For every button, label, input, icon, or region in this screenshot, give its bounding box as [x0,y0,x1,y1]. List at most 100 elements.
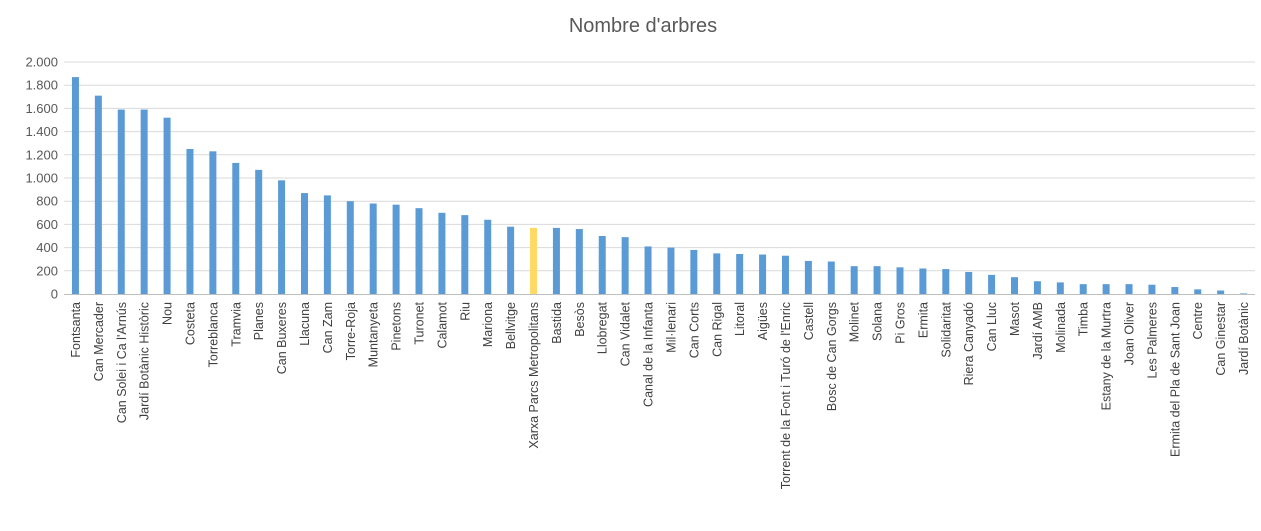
bar [278,180,286,294]
x-tick-label: Can Rigal [710,302,724,357]
x-tick-label: Masot [1008,301,1022,336]
x-tick-label: Llacuna [298,302,312,346]
x-tick-label: Costeta [183,302,197,345]
bar [575,229,583,294]
bar [713,253,721,294]
x-tick-label: Bastida [550,302,564,344]
y-tick-label: 800 [36,194,58,209]
x-tick-label: Joan Oliver [1123,302,1137,365]
y-tick-label: 400 [36,240,58,255]
x-tick-label: Can Vidalet [619,301,633,366]
bar [94,95,102,294]
x-tick-label: Bellvitge [504,302,518,349]
bar [781,255,789,294]
bar [186,149,194,294]
x-tick-label: Muntanyeta [367,302,381,367]
bar [988,274,996,294]
x-tick-label: Torre-Roja [344,302,358,360]
y-tick-label: 1.200 [25,147,58,162]
bar [163,117,171,295]
x-tick-label: Can Solei i Ca l'Arnús [115,302,129,423]
bar [552,227,560,294]
bar [71,77,79,294]
bar [873,266,881,294]
bar [942,269,950,294]
bar [300,193,308,294]
x-tick-label: Timba [1077,302,1091,336]
x-tick-label: Llobregat [596,301,610,354]
bar [736,253,744,294]
bar [323,195,331,294]
bar [346,201,354,294]
x-tick-label: Mil·lenari [664,302,678,353]
bar [140,109,148,294]
bar [1033,281,1041,294]
y-axis-tick-labels: 0 200 400 600 800 1.000 1.200 1.400 1.600 1.800 2.… [25,55,58,302]
x-tick-label: Can Mercader [92,302,106,381]
x-tick-label: Pinetons [390,302,404,351]
bar [255,169,263,294]
bar [621,237,629,294]
x-tick-label: Besòs [573,302,587,337]
y-tick-label: 600 [36,217,58,232]
bar [1171,287,1179,294]
x-tick-label: Mariona [481,302,495,347]
bar [667,247,675,294]
bar [209,151,217,294]
bar [530,227,538,294]
x-tick-label: Estany de la Murtra [1100,302,1114,410]
y-tick-label: 2.000 [25,55,58,70]
bar [644,246,652,294]
bar [484,219,492,294]
bar [1217,290,1225,294]
bar [965,271,973,294]
bar [232,162,240,294]
bar [369,203,377,294]
bar [415,208,423,294]
x-axis-tick-labels: Fontsanta Can Mercader Can Solei i Ca l'Ar… [69,301,1251,489]
x-tick-label: Can Zam [321,302,335,353]
x-tick-label: Molinet [848,301,862,342]
x-tick-label: Nou [161,302,175,325]
x-tick-label: Can Ginestar [1214,302,1228,376]
x-tick-label: Ermita [916,302,930,338]
x-tick-label: Can Corts [687,302,701,358]
x-tick-label: Can Buxeres [275,302,289,374]
x-tick-label: Jardí Botànic Històric [138,302,152,420]
y-tick-label: 1.800 [25,78,58,93]
x-tick-label: Fontsanta [69,302,83,358]
x-tick-label: Turonet [413,301,427,344]
bar [1079,284,1087,294]
x-tick-label: Xarxa Parcs Metropolitans [527,302,541,449]
bar [896,267,904,294]
x-tick-label: Canal de la Infanta [642,302,656,407]
bar [759,254,767,294]
bar [1056,282,1064,294]
bar [1148,284,1156,294]
bar [438,212,446,294]
x-tick-label: Riu [458,302,472,321]
bar [1125,284,1133,294]
y-tick-label: 1.000 [25,171,58,186]
bar [1102,284,1110,294]
x-tick-label: Solidaritat [939,301,953,357]
bar [1011,277,1019,294]
bar [850,266,858,294]
bar [1194,289,1202,294]
bars [71,77,1248,295]
y-tick-label: 1.400 [25,124,58,139]
x-tick-label: Les Palmeres [1145,302,1159,378]
bar [919,268,927,294]
bar [461,215,469,294]
chart-title: Nombre d'arbres [569,15,717,37]
bar [598,236,606,294]
gridlines [64,61,1255,272]
bar [117,109,125,294]
x-tick-label: Solana [871,302,885,341]
x-tick-label: Riera Canyadó [962,302,976,385]
y-tick-label: 0 [51,287,58,302]
bar [804,260,812,294]
bar [1240,293,1248,294]
x-tick-label: Pi Gros [893,302,907,344]
